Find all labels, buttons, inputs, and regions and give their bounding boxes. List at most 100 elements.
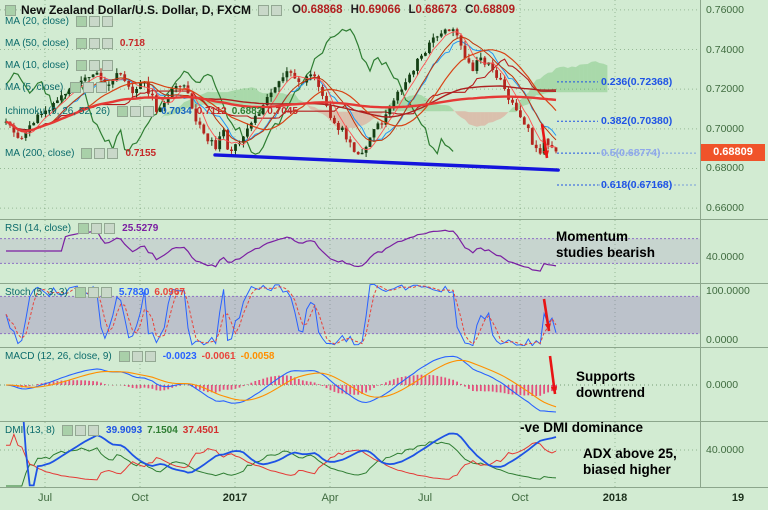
fib-level-label[interactable]: 0.382(0.70380) — [601, 115, 673, 127]
adx-value: 39.9093 — [106, 425, 143, 436]
fib-level-label[interactable]: 0.5(0.68774) — [601, 147, 661, 159]
settings-icon[interactable] — [94, 148, 106, 160]
close-icon[interactable] — [101, 38, 113, 50]
close-icon[interactable] — [104, 223, 116, 235]
annotation-adx[interactable]: ADX above 25, biased higher — [583, 446, 677, 477]
settings-icon[interactable] — [88, 16, 100, 28]
indicator-label: Ichimoku (9, 26, 52, 26) — [5, 106, 111, 117]
panel-separator[interactable] — [0, 219, 768, 220]
macd-axis-tick: 0.0000 — [706, 379, 739, 391]
eye-icon[interactable] — [75, 38, 87, 50]
settings-icon[interactable] — [75, 425, 87, 437]
close-icon[interactable] — [88, 425, 100, 437]
settings-icon[interactable] — [87, 287, 99, 299]
dmi-label-row[interactable]: DMI (13, 8) 39.9093 7.1504 37.4501 — [5, 425, 219, 437]
indicator-row[interactable]: MA (200, close) 0.7155 — [5, 148, 156, 160]
close-icon[interactable] — [143, 106, 155, 118]
indicator-label: MA (5, close) — [5, 82, 64, 93]
header-controls[interactable] — [258, 5, 283, 17]
settings-icon[interactable] — [83, 82, 95, 94]
indicator-controls[interactable] — [70, 82, 108, 94]
price-axis-tick: 0.76000 — [706, 4, 744, 16]
macd-signal-value: -0.0061 — [201, 351, 236, 362]
settings-icon[interactable] — [88, 38, 100, 50]
indicator-value: 0.7155 — [125, 148, 157, 159]
panel-separator[interactable] — [0, 347, 768, 348]
stoch-axis-tick-top: 100.0000 — [706, 285, 750, 297]
price-axis-tick: 0.70000 — [706, 123, 744, 135]
ohlc-o: O0.68868 — [292, 4, 343, 17]
symbol-title: New Zealand Dollar/U.S. Dollar, D, FXCM — [21, 3, 252, 17]
indicator-label: MA (50, close) — [5, 38, 69, 49]
indicator-row[interactable]: Ichimoku (9, 26, 52, 26) 0.7034 0.7112 0.68… — [5, 106, 298, 118]
eye-icon[interactable] — [81, 148, 93, 160]
indicator-controls[interactable] — [75, 38, 113, 50]
eye-icon[interactable] — [78, 223, 90, 235]
stoch-axis-tick-bottom: 0.0000 — [706, 334, 739, 346]
eye-icon[interactable] — [70, 82, 82, 94]
macd-controls[interactable] — [118, 351, 156, 363]
time-axis-label: Jul — [417, 492, 433, 504]
indicator-row[interactable]: MA (50, close) 0.718 — [5, 38, 145, 50]
time-axis-label: Oct — [511, 492, 529, 504]
settings-icon[interactable] — [88, 60, 100, 72]
dmi-label: DMI (13, 8) — [5, 425, 56, 436]
indicator-row[interactable]: MA (10, close) — [5, 60, 115, 72]
indicator-controls[interactable] — [75, 60, 113, 72]
close-icon[interactable] — [96, 82, 108, 94]
eye-icon[interactable] — [74, 287, 86, 299]
close-icon[interactable] — [101, 60, 113, 72]
rsi-label: RSI (14, close) — [5, 223, 72, 234]
macd-label-row[interactable]: MACD (12, 26, close, 9) -0.0023 -0.0061 … — [5, 351, 274, 363]
rsi-axis-tick: 40.0000 — [706, 251, 744, 263]
close-icon[interactable] — [100, 287, 112, 299]
close-icon[interactable] — [101, 16, 113, 28]
stoch-label: Stoch (5, 3, 3) — [5, 287, 68, 298]
annotation-supports[interactable]: Supports downtrend — [576, 369, 645, 400]
panel-separator[interactable] — [0, 283, 768, 284]
time-axis-separator — [0, 487, 768, 488]
rsi-value: 25.5279 — [122, 223, 159, 234]
dmi-axis-tick: 40.0000 — [706, 444, 744, 456]
eye-icon[interactable] — [75, 16, 87, 28]
close-icon[interactable] — [107, 148, 119, 160]
eye-icon[interactable] — [118, 351, 130, 363]
dmi-controls[interactable] — [62, 425, 100, 437]
eye-icon[interactable] — [75, 60, 87, 72]
ohlc-h: H0.69066 — [350, 4, 401, 17]
annotation-momentum[interactable]: Momentum studies bearish — [556, 229, 656, 260]
close-icon[interactable] — [144, 351, 156, 363]
settings-icon[interactable] — [91, 223, 103, 235]
annotation-dmi[interactable]: -ve DMI dominance — [520, 420, 644, 435]
settings-icon[interactable] — [271, 5, 283, 17]
time-axis-label: Jul — [37, 492, 53, 504]
indicator-controls[interactable] — [81, 148, 119, 160]
ohlc-c: C0.68809 — [465, 4, 515, 17]
stoch-label-row[interactable]: Stoch (5, 3, 3) 5.7830 6.0967 — [5, 287, 185, 299]
eye-icon[interactable] — [117, 106, 129, 118]
rsi-label-row[interactable]: RSI (14, close) 25.5279 — [5, 223, 158, 235]
indicator-controls[interactable] — [117, 106, 155, 118]
instrument-menu-icon[interactable] — [5, 5, 16, 17]
indicator-row[interactable]: MA (20, close) — [5, 16, 115, 28]
plus-di-value: 7.1504 — [147, 425, 178, 436]
fib-level-label[interactable]: 0.618(0.67168) — [601, 179, 673, 191]
stoch-k-value: 5.7830 — [118, 287, 150, 298]
indicator-value: 0.7045 — [267, 106, 298, 117]
stoch-controls[interactable] — [74, 287, 112, 299]
fib-level-label[interactable]: 0.236(0.72368) — [601, 76, 673, 88]
time-axis-label: Oct — [131, 492, 149, 504]
time-axis-label: 2017 — [222, 492, 248, 504]
eye-icon[interactable] — [258, 5, 270, 17]
eye-icon[interactable] — [62, 425, 74, 437]
indicator-value: 0.7034 — [161, 106, 192, 117]
settings-icon[interactable] — [130, 106, 142, 118]
settings-icon[interactable] — [131, 351, 143, 363]
indicator-row[interactable]: MA (5, close) — [5, 82, 109, 94]
indicator-controls[interactable] — [75, 16, 113, 28]
macd-value: -0.0023 — [162, 351, 197, 362]
rsi-controls[interactable] — [78, 223, 116, 235]
panel-separator[interactable] — [0, 421, 768, 422]
